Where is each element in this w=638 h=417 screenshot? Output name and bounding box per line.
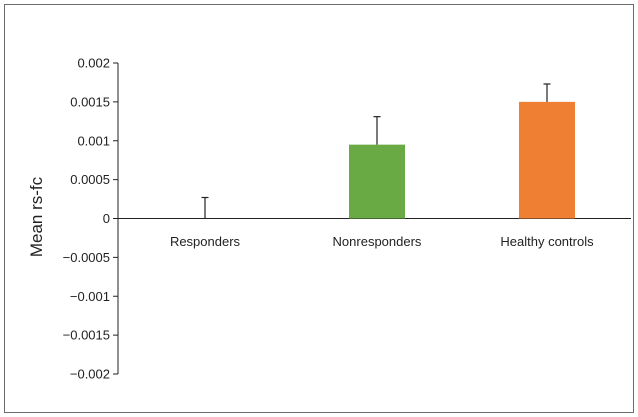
bar-nonresponders: [349, 144, 405, 219]
y-tick-label: 0: [103, 211, 110, 226]
y-tick-label: −0.001: [70, 289, 110, 304]
y-tick-label: 0.002: [77, 56, 110, 71]
y-tick-label: −0.0015: [63, 328, 110, 343]
error-bars: [201, 83, 551, 219]
bars: [349, 101, 575, 219]
y-tick-label: 0.001: [77, 133, 110, 148]
y-tick-label: −0.0005: [63, 250, 110, 265]
y-tick-label: 0.0005: [70, 172, 110, 187]
y-tick-label: −0.002: [70, 367, 110, 382]
y-ticks: 0.002 0.0015 0.001 0.0005 0 −0.0005 −0.001 −0.0…: [63, 56, 118, 382]
y-tick-label: 0.0015: [70, 94, 110, 109]
category-label: Nonresponders: [333, 234, 422, 249]
category-label: Healthy controls: [500, 234, 594, 249]
bar-healthy-controls: [519, 101, 575, 219]
category-label: Responders: [170, 234, 241, 249]
y-axis-label: Mean rs-fc: [27, 176, 46, 257]
category-labels: Responders Nonresponders Healthy controls: [170, 234, 594, 249]
